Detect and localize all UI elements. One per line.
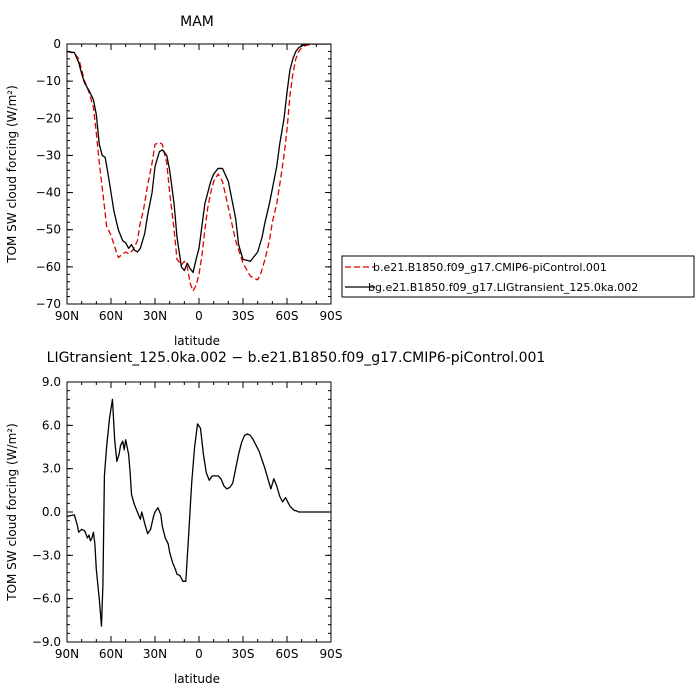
bottom-x-tick-label: 60S bbox=[276, 647, 299, 661]
bottom-y-tick-label: 0.0 bbox=[42, 505, 61, 519]
bottom-y-tick-label: 3.0 bbox=[42, 462, 61, 476]
top-y-tick-label: −10 bbox=[36, 74, 61, 88]
bottom-x-tick-label: 30N bbox=[143, 647, 167, 661]
legend: b.e21.B1850.f09_g17.CMIP6-piControl.001 … bbox=[341, 255, 695, 298]
legend-box bbox=[341, 255, 695, 298]
bottom-x-tick-label: 0 bbox=[195, 647, 203, 661]
bottom-x-tick-label: 60N bbox=[99, 647, 123, 661]
bottom-y-tick-label: 6.0 bbox=[42, 418, 61, 432]
bottom-series-line-1 bbox=[67, 398, 331, 627]
top-x-tick-label: 30N bbox=[143, 309, 167, 323]
bottom-x-tick-label: 30S bbox=[232, 647, 255, 661]
bottom-x-axis-label: latitude bbox=[174, 672, 220, 686]
bottom-y-axis-label: TOM SW cloud forcing (W/m²) bbox=[5, 423, 19, 602]
bottom-plot-frame bbox=[66, 381, 332, 643]
top-y-tick-label: −50 bbox=[36, 223, 61, 237]
top-series-line-2 bbox=[67, 44, 331, 274]
top-x-tick-label: 60S bbox=[276, 309, 299, 323]
bottom-plot-area: 90N 60N 30N 0 30S 60S 90S 9.0 6.0 3.0 0.0 −3.0 −6.0 −… bbox=[32, 375, 343, 661]
top-x-tick-label: 0 bbox=[195, 309, 203, 323]
top-panel: MAM 90N 60N 30N 0 30S 60S 90S 0 −10 −20 −30 −40 −50 −… bbox=[5, 14, 695, 348]
top-x-tick-label: 90N bbox=[55, 309, 79, 323]
bottom-y-tick-label: 9.0 bbox=[42, 375, 61, 389]
bottom-x-tick-label: 90S bbox=[320, 647, 343, 661]
bottom-x-tick-label: 90N bbox=[55, 647, 79, 661]
bottom-y-tick-label: −3.0 bbox=[32, 548, 61, 562]
legend-label-series-2: bg.e21.B1850.f09_g17.LIGtransient_125.0k… bbox=[368, 281, 638, 294]
top-series-line-1 bbox=[67, 44, 331, 292]
legend-label-series-1: b.e21.B1850.f09_g17.CMIP6-piControl.001 bbox=[373, 261, 607, 274]
top-y-tick-label: −30 bbox=[36, 148, 61, 162]
top-plot-area: 90N 60N 30N 0 30S 60S 90S 0 −10 −20 −30 −40 −50 −60 −7… bbox=[36, 37, 343, 323]
top-y-tick-label: −70 bbox=[36, 297, 61, 311]
top-y-tick-label: −20 bbox=[36, 111, 61, 125]
bottom-y-tick-label: −9.0 bbox=[32, 635, 61, 649]
top-y-tick-label: −40 bbox=[36, 186, 61, 200]
top-x-tick-label: 30S bbox=[232, 309, 255, 323]
top-x-axis-label: latitude bbox=[174, 334, 220, 348]
top-y-tick-label: 0 bbox=[53, 37, 61, 51]
top-y-axis-label: TOM SW cloud forcing (W/m²) bbox=[5, 85, 19, 264]
bottom-chart-title: LIGtransient_125.0ka.002 − b.e21.B1850.f… bbox=[47, 350, 546, 366]
top-x-tick-label: 60N bbox=[99, 309, 123, 323]
bottom-panel: LIGtransient_125.0ka.002 − b.e21.B1850.f… bbox=[5, 350, 545, 686]
top-chart-title: MAM bbox=[180, 14, 214, 30]
top-y-tick-label: −60 bbox=[36, 260, 61, 274]
top-x-tick-label: 90S bbox=[320, 309, 343, 323]
bottom-y-tick-label: −6.0 bbox=[32, 592, 61, 606]
